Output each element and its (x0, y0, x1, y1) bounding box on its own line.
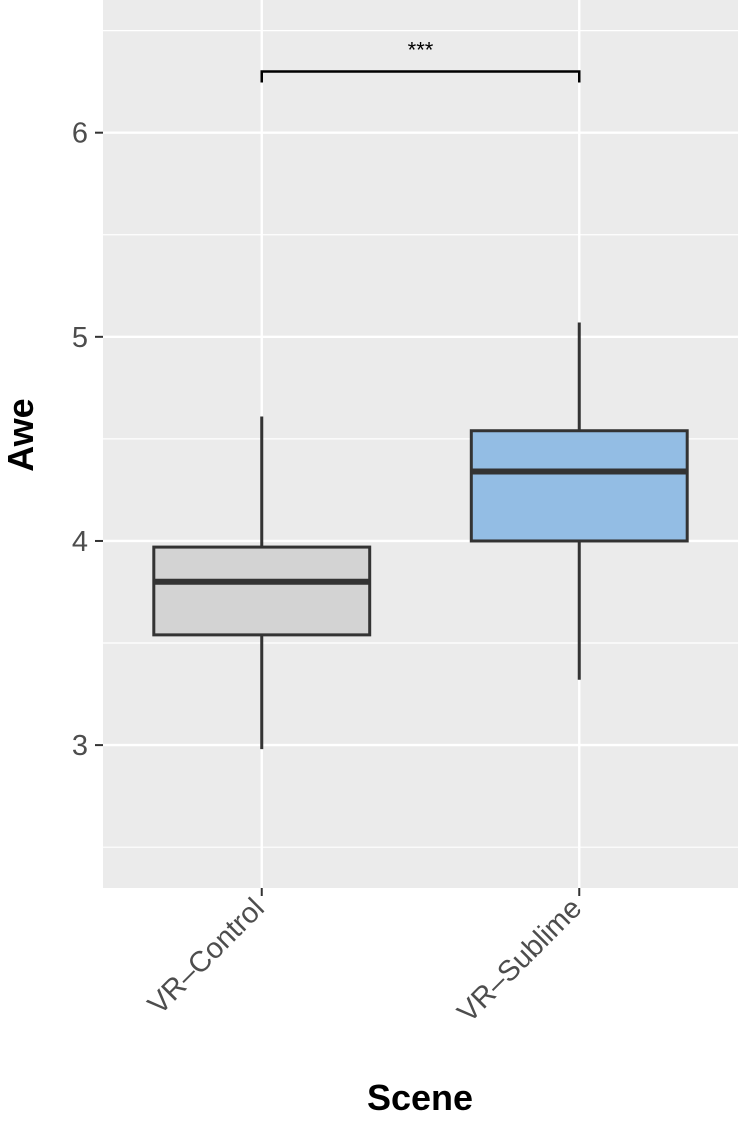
y-tick-label: 3 (72, 730, 88, 762)
bracket-line (260, 70, 581, 83)
y-tick-label: 6 (72, 118, 88, 150)
box-iqr (152, 545, 372, 637)
boxes (152, 322, 689, 750)
box-control (152, 416, 372, 750)
y-tick-label: 4 (72, 526, 88, 558)
significance-label: *** (408, 37, 434, 62)
x-axis-title: Scene (367, 1077, 473, 1118)
y-tick-label: 5 (72, 322, 88, 354)
y-axis-title: Awe (0, 398, 41, 471)
x-tick-label: VR–Sublime (452, 892, 589, 1029)
significance-bracket: *** (260, 37, 581, 83)
box-iqr (469, 429, 689, 543)
x-tick-label: VR–Control (142, 892, 271, 1021)
box-sublime (469, 322, 689, 680)
